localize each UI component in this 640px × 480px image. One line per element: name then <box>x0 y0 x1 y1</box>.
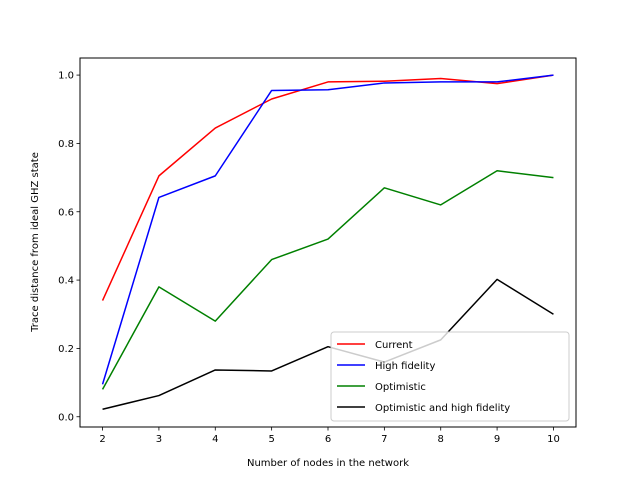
y-tick-label: 0.6 <box>58 207 74 218</box>
y-tick-label: 0.2 <box>58 344 74 355</box>
x-tick-label: 5 <box>268 434 274 445</box>
x-tick-label: 9 <box>494 434 500 445</box>
x-axis-label: Number of nodes in the network <box>247 458 409 469</box>
series-line-2 <box>101 170 554 390</box>
legend-box <box>330 331 570 422</box>
series-line-1 <box>101 74 554 385</box>
legend-label: High fidelity <box>375 361 435 372</box>
legend: Current High fidelity Optimistic Optimistic… <box>330 331 570 422</box>
legend-label: Optimistic <box>375 382 426 393</box>
y-tick-label: 0.0 <box>58 412 74 423</box>
plot-lines <box>101 74 554 410</box>
y-tick-label: 0.4 <box>58 276 74 287</box>
y-axis-label: Trace distance from ideal GHZ state <box>30 152 41 333</box>
x-tick-label: 4 <box>212 434 218 445</box>
y-tick-label: 1.0 <box>58 71 74 82</box>
x-tick-label: 7 <box>381 434 387 445</box>
legend-label: Optimistic and high fidelity <box>375 403 510 414</box>
x-tick-label: 3 <box>156 434 162 445</box>
x-tick-label: 8 <box>438 434 444 445</box>
series-line-0 <box>101 74 554 301</box>
y-axis: 0.0 0.2 0.4 0.6 0.8 1.0 <box>58 71 80 423</box>
series-line-3 <box>102 278 554 410</box>
legend-label: Current <box>375 340 413 351</box>
x-tick-label: 10 <box>547 434 560 445</box>
x-tick-label: 2 <box>99 434 105 445</box>
x-tick-label: 6 <box>325 434 331 445</box>
y-tick-label: 0.8 <box>58 139 74 150</box>
x-axis: 2 3 4 5 6 7 8 9 10 <box>99 427 560 445</box>
